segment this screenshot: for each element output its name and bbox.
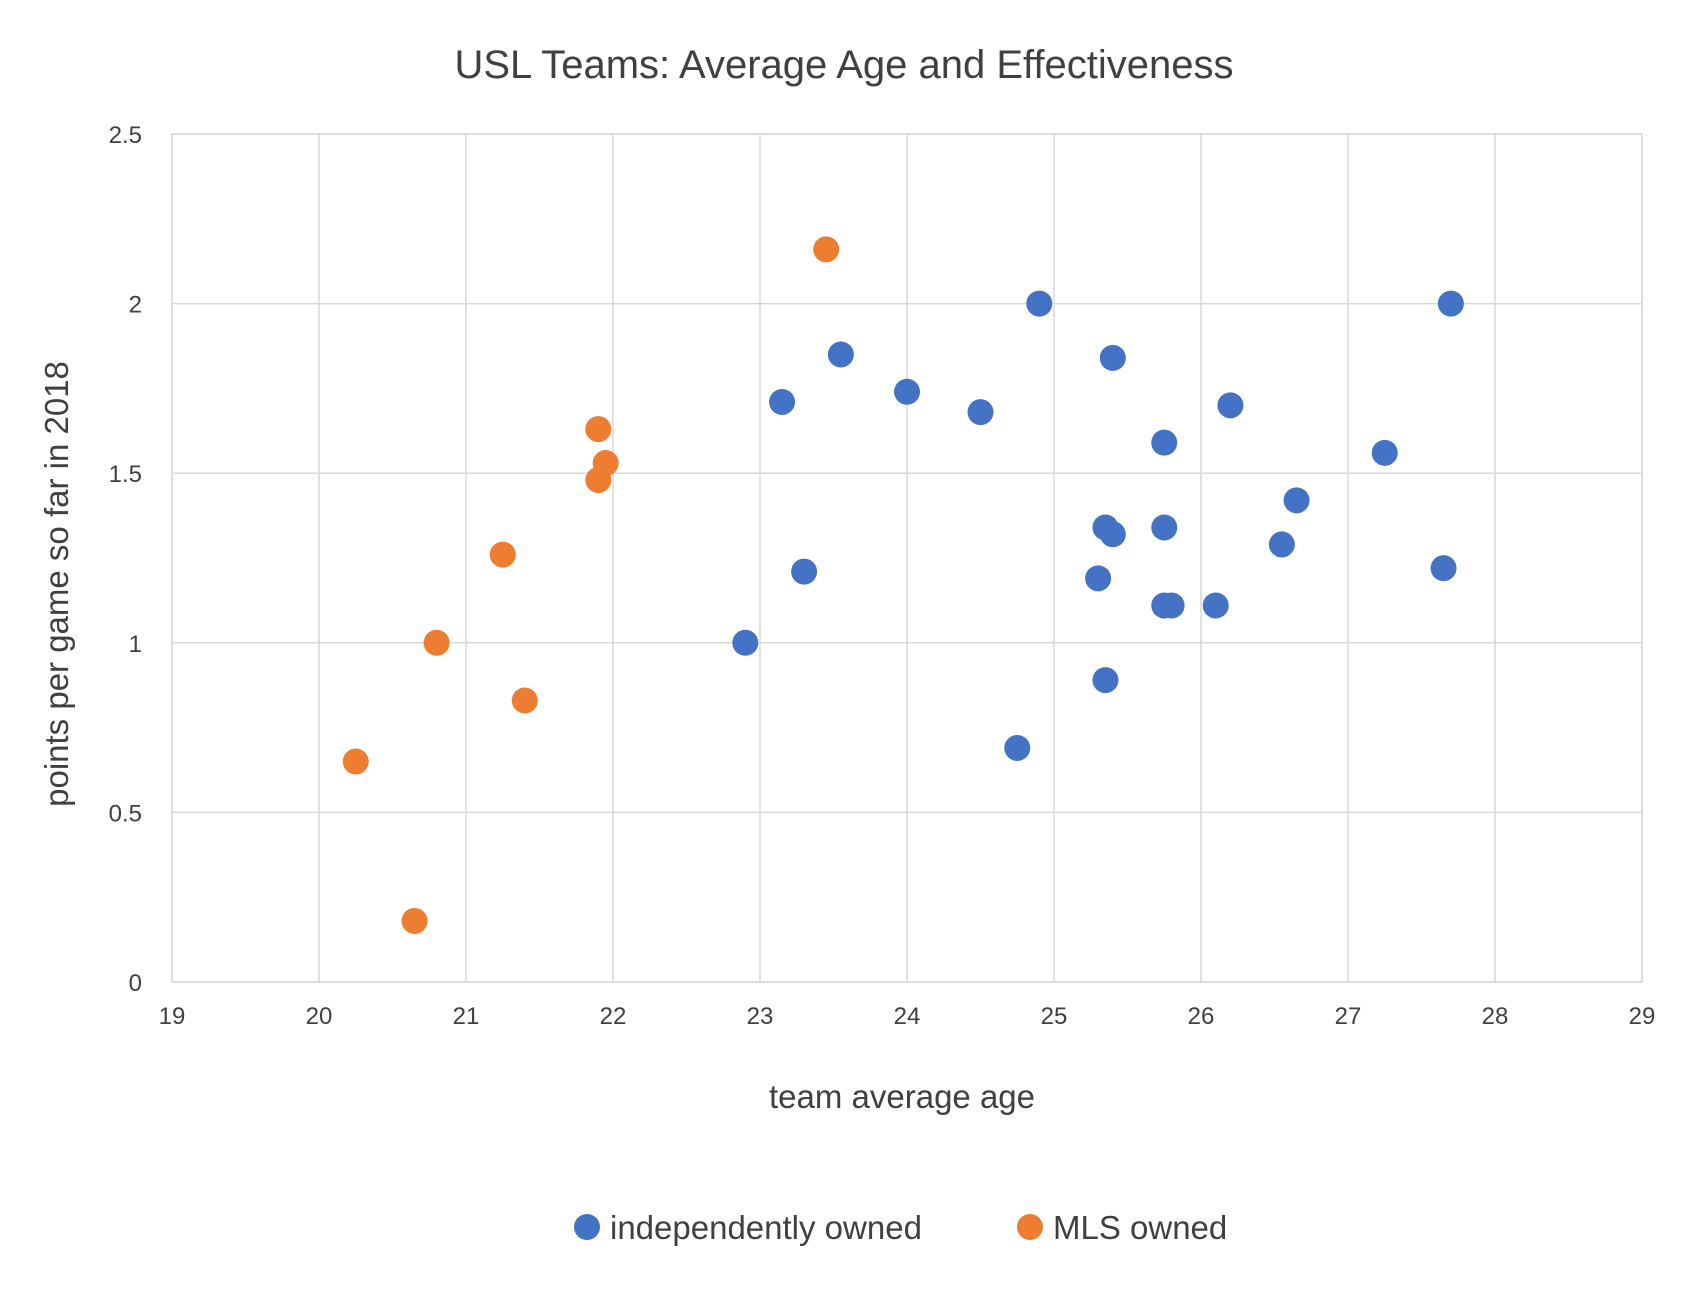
grid-layer [171,133,1643,983]
x-tick-label: 26 [1188,1003,1215,1030]
y-axis-title: points per game so far in 2018 [38,361,75,807]
series-mls-owned [342,236,840,934]
x-axis-title: team average age [769,1078,1035,1115]
y-axis-ticks: 0 0.5 1 1.5 2 2.5 [109,122,142,997]
x-tick-label: 28 [1482,1003,1509,1030]
y-tick-label: 0 [129,970,142,997]
legend-marker-independently-owned [574,1214,600,1240]
legend-label-mls-owned: MLS owned [1053,1209,1227,1246]
data-point-mls-owned [342,748,369,775]
data-point-mls-owned [592,450,619,477]
legend-marker-mls-owned [1017,1214,1043,1240]
y-tick-label: 1.5 [109,461,142,488]
data-point-independently-owned [1283,487,1310,514]
x-tick-label: 24 [894,1003,921,1030]
data-point-independently-owned [1099,344,1126,371]
data-point-independently-owned [1371,439,1398,466]
data-point-independently-owned [1202,592,1229,619]
x-tick-label: 29 [1629,1003,1656,1030]
data-point-independently-owned [1026,290,1053,317]
legend-label-independently-owned: independently owned [610,1209,922,1246]
data-point-independently-owned [791,558,818,585]
data-point-independently-owned [1217,392,1244,419]
plot-area-border [171,133,1643,983]
series-independently-owned [732,290,1464,761]
chart-title: USL Teams: Average Age and Effectiveness [454,43,1233,87]
data-point-mls-owned [585,416,612,443]
data-point-independently-owned [1437,290,1464,317]
data-point-independently-owned [1151,429,1178,456]
x-tick-label: 25 [1041,1003,1068,1030]
y-tick-label: 2 [129,292,142,319]
data-point-independently-owned [1092,667,1119,694]
data-point-mls-owned [511,687,538,714]
data-point-independently-owned [1099,521,1126,548]
data-point-mls-owned [401,907,428,934]
data-points [342,236,1464,934]
data-point-independently-owned [1085,565,1112,592]
x-tick-label: 20 [306,1003,333,1030]
data-point-independently-owned [827,341,854,368]
data-point-independently-owned [894,378,920,405]
data-point-independently-owned [967,399,994,426]
y-tick-label: 0.5 [109,800,142,827]
x-tick-label: 19 [159,1003,186,1030]
y-tick-label: 1 [129,631,142,658]
data-point-independently-owned [1151,514,1178,541]
data-point-independently-owned [732,629,759,656]
x-tick-label: 27 [1335,1003,1362,1030]
data-point-independently-owned [1158,592,1185,619]
x-axis-ticks: 19 20 21 22 23 24 25 26 27 28 29 [159,1003,1656,1030]
data-point-mls-owned [813,236,840,263]
data-point-independently-owned [1430,555,1457,582]
x-tick-label: 21 [453,1003,480,1030]
data-point-independently-owned [1268,531,1295,558]
data-point-mls-owned [489,541,516,568]
data-point-independently-owned [1004,734,1031,761]
x-tick-label: 22 [600,1003,627,1030]
y-tick-label: 2.5 [109,122,142,149]
data-point-mls-owned [423,629,450,656]
legend: independently owned MLS owned [574,1209,1227,1246]
x-tick-label: 23 [747,1003,774,1030]
data-point-independently-owned [769,388,796,415]
